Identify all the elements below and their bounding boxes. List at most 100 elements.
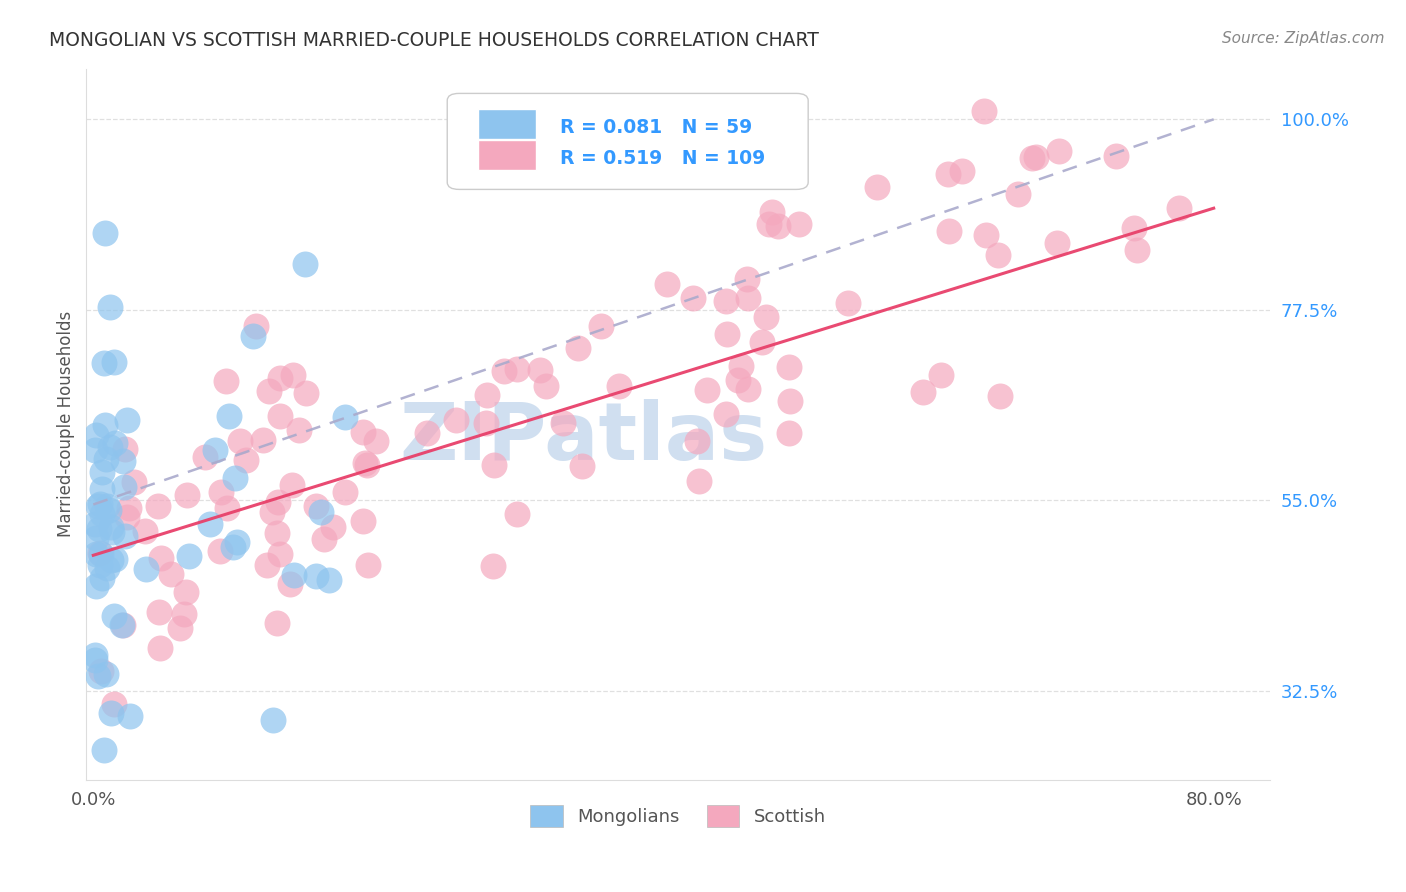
Text: R = 0.081   N = 59: R = 0.081 N = 59 [560, 118, 752, 137]
Point [534, 378, 557, 392]
Text: R = 0.519   N = 109: R = 0.519 N = 109 [560, 149, 765, 169]
Point [735, 272, 758, 286]
Point [91, 482, 114, 496]
Point [218, 409, 240, 423]
Point [90, 466, 112, 480]
Point [114, 529, 136, 543]
Point [104, 436, 127, 450]
Point [87, 522, 110, 536]
Point [352, 425, 374, 439]
Point [159, 567, 181, 582]
Text: ZIPatlas: ZIPatlas [399, 400, 768, 477]
Point [911, 385, 934, 400]
Point [87, 499, 110, 513]
Point [146, 499, 169, 513]
Point [84, 531, 107, 545]
Point [305, 500, 328, 514]
Point [101, 525, 124, 540]
Point [506, 508, 529, 522]
Point [96, 560, 118, 574]
Point [224, 471, 246, 485]
Point [242, 329, 264, 343]
Legend: Mongolians, Scottish: Mongolians, Scottish [523, 798, 832, 835]
Point [936, 167, 959, 181]
Point [779, 393, 801, 408]
Text: Source: ZipAtlas.com: Source: ZipAtlas.com [1222, 31, 1385, 46]
Point [567, 341, 589, 355]
Point [194, 450, 217, 464]
Point [84, 427, 107, 442]
Point [98, 300, 121, 314]
Point [737, 382, 759, 396]
Point [135, 562, 157, 576]
Point [245, 318, 267, 333]
Point [266, 526, 288, 541]
Point [150, 551, 173, 566]
Point [260, 505, 283, 519]
Point [266, 615, 288, 630]
Point [477, 388, 499, 402]
Y-axis label: Married-couple Households: Married-couple Households [58, 311, 75, 537]
Point [269, 409, 291, 424]
Point [94, 418, 117, 433]
Point [288, 423, 311, 437]
Point [730, 359, 752, 373]
Point [103, 355, 125, 369]
Point [333, 409, 356, 424]
Point [716, 326, 738, 341]
Point [492, 363, 515, 377]
Point [122, 475, 145, 490]
Point [176, 488, 198, 502]
Point [100, 520, 122, 534]
Point [90, 508, 112, 522]
Point [1122, 220, 1144, 235]
Point [96, 452, 118, 467]
Point [778, 360, 800, 375]
Point [84, 579, 107, 593]
Point [1126, 244, 1149, 258]
Point [1046, 235, 1069, 250]
Point [737, 291, 759, 305]
Point [866, 179, 889, 194]
Point [1167, 201, 1189, 215]
Point [84, 547, 107, 561]
Point [333, 485, 356, 500]
Point [83, 442, 105, 457]
Point [134, 524, 156, 539]
Point [89, 497, 111, 511]
Point [696, 383, 718, 397]
Point [758, 217, 780, 231]
Point [98, 440, 121, 454]
Point [1105, 149, 1128, 163]
Point [714, 293, 737, 308]
Point [1007, 187, 1029, 202]
Point [280, 477, 302, 491]
Point [482, 558, 505, 573]
Point [90, 571, 112, 585]
Point [93, 743, 115, 757]
Point [222, 540, 245, 554]
Point [322, 520, 344, 534]
Point [714, 407, 737, 421]
Point [688, 474, 710, 488]
Point [209, 485, 232, 500]
Point [257, 384, 280, 398]
Point [551, 416, 574, 430]
Point [262, 713, 284, 727]
Point [111, 618, 134, 632]
Point [100, 553, 122, 567]
Point [148, 605, 170, 619]
Point [1025, 150, 1047, 164]
Point [256, 558, 278, 572]
Point [208, 544, 231, 558]
Point [294, 386, 316, 401]
FancyBboxPatch shape [478, 140, 536, 170]
Point [444, 413, 467, 427]
Point [94, 666, 117, 681]
Point [173, 607, 195, 621]
Point [112, 480, 135, 494]
Point [97, 503, 120, 517]
Point [987, 248, 1010, 262]
Point [84, 648, 107, 662]
Point [837, 296, 859, 310]
